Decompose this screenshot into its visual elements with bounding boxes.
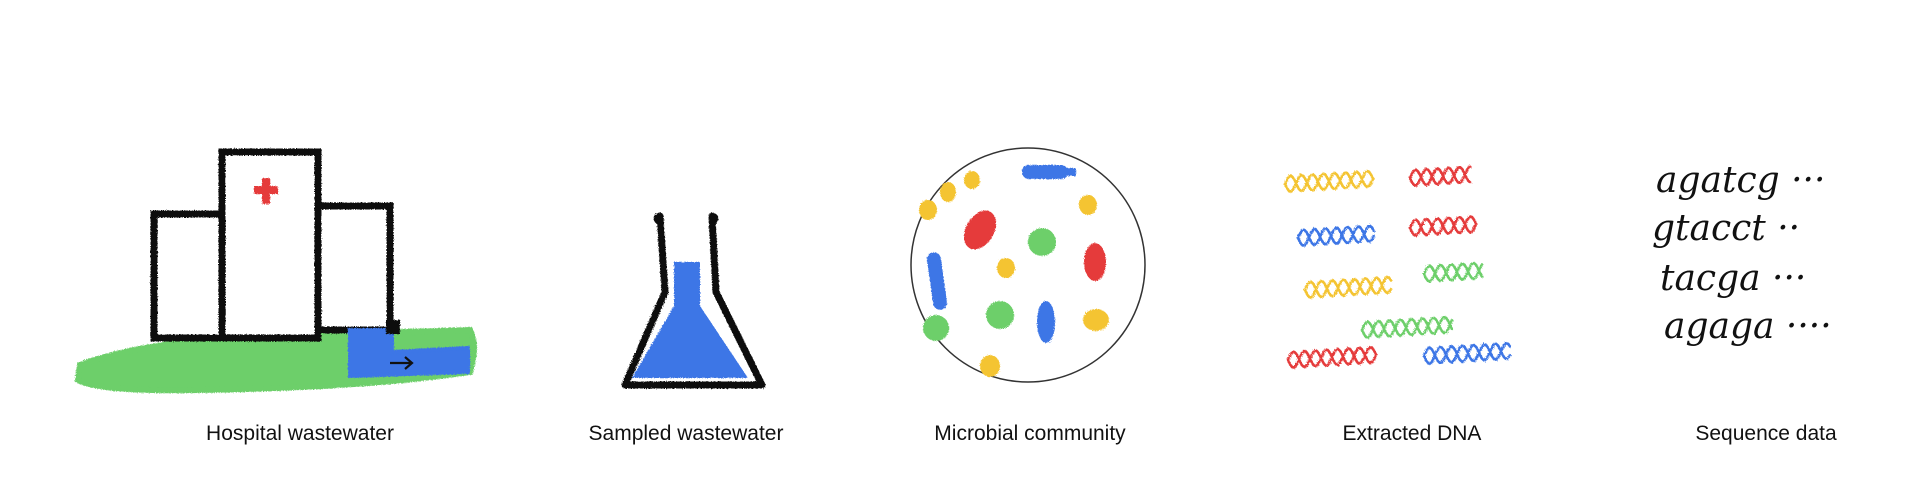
dna-helix-strand (1408, 215, 1478, 237)
microbe-yellow (980, 355, 1000, 377)
microbe-blue (1022, 165, 1068, 179)
microbe-blue (1066, 168, 1076, 176)
dna-helix-strand (1422, 262, 1484, 284)
stage-label-dna: Extracted DNA (1342, 422, 1482, 445)
flow-arrow-icon (390, 356, 414, 370)
dna-helix-strand (1286, 346, 1378, 369)
flask-liquid (632, 262, 748, 378)
microbe-red (963, 210, 997, 250)
microbe-yellow (1083, 309, 1109, 331)
flask-outline (621, 212, 766, 389)
flask-illustration (621, 212, 766, 389)
microbe-yellow (919, 200, 937, 220)
hospital-illustration (74, 148, 477, 394)
microbe-blue (1037, 301, 1055, 343)
right-wing (314, 202, 394, 334)
dna-strands (1283, 165, 1512, 370)
microbe-yellow (964, 171, 980, 189)
dna-helix-strand (1360, 315, 1454, 340)
stage-label-community: Microbial community (934, 422, 1126, 445)
microbe-yellow (997, 258, 1015, 278)
stage-label-hospital: Hospital wastewater (206, 422, 394, 445)
stage-label-sample: Sampled wastewater (588, 422, 784, 445)
sequence-line: tacga ··· (1660, 258, 1806, 299)
microbe-blue (926, 252, 948, 310)
microbe-green (923, 315, 949, 341)
dna-helix-strand (1422, 341, 1512, 366)
medical-cross-icon (254, 178, 278, 204)
sequence-line: gtacct ·· (1652, 208, 1800, 249)
dna-helix-strand (1422, 342, 1512, 365)
dna-helix-strand (1283, 170, 1375, 193)
dna-helix-strand (1360, 316, 1454, 339)
microbe-yellow (940, 182, 956, 202)
microbe-green (986, 301, 1014, 329)
dna-helix-strand (1408, 165, 1472, 188)
dna-helix-strand (1296, 225, 1376, 248)
left-wing (150, 210, 228, 342)
microbe-red (1084, 243, 1106, 281)
sequence-lines: agatcg ··· gtacct ·· tacga ··· agaga ···… (1652, 160, 1832, 347)
microbe-yellow (1079, 195, 1097, 215)
dna-helix-strand (1303, 275, 1393, 300)
dna-helix-strand (1408, 165, 1472, 187)
dna-helix-strand (1422, 261, 1484, 283)
stage-label-sequence: Sequence data (1695, 422, 1837, 445)
sequence-line: agatcg ··· (1656, 160, 1825, 201)
microbes (919, 165, 1109, 377)
dna-helix-strand (1303, 276, 1393, 299)
sequence-line: agaga ···· (1664, 306, 1832, 347)
dna-helix-strand (1296, 224, 1376, 247)
microbe-green (1028, 228, 1056, 256)
